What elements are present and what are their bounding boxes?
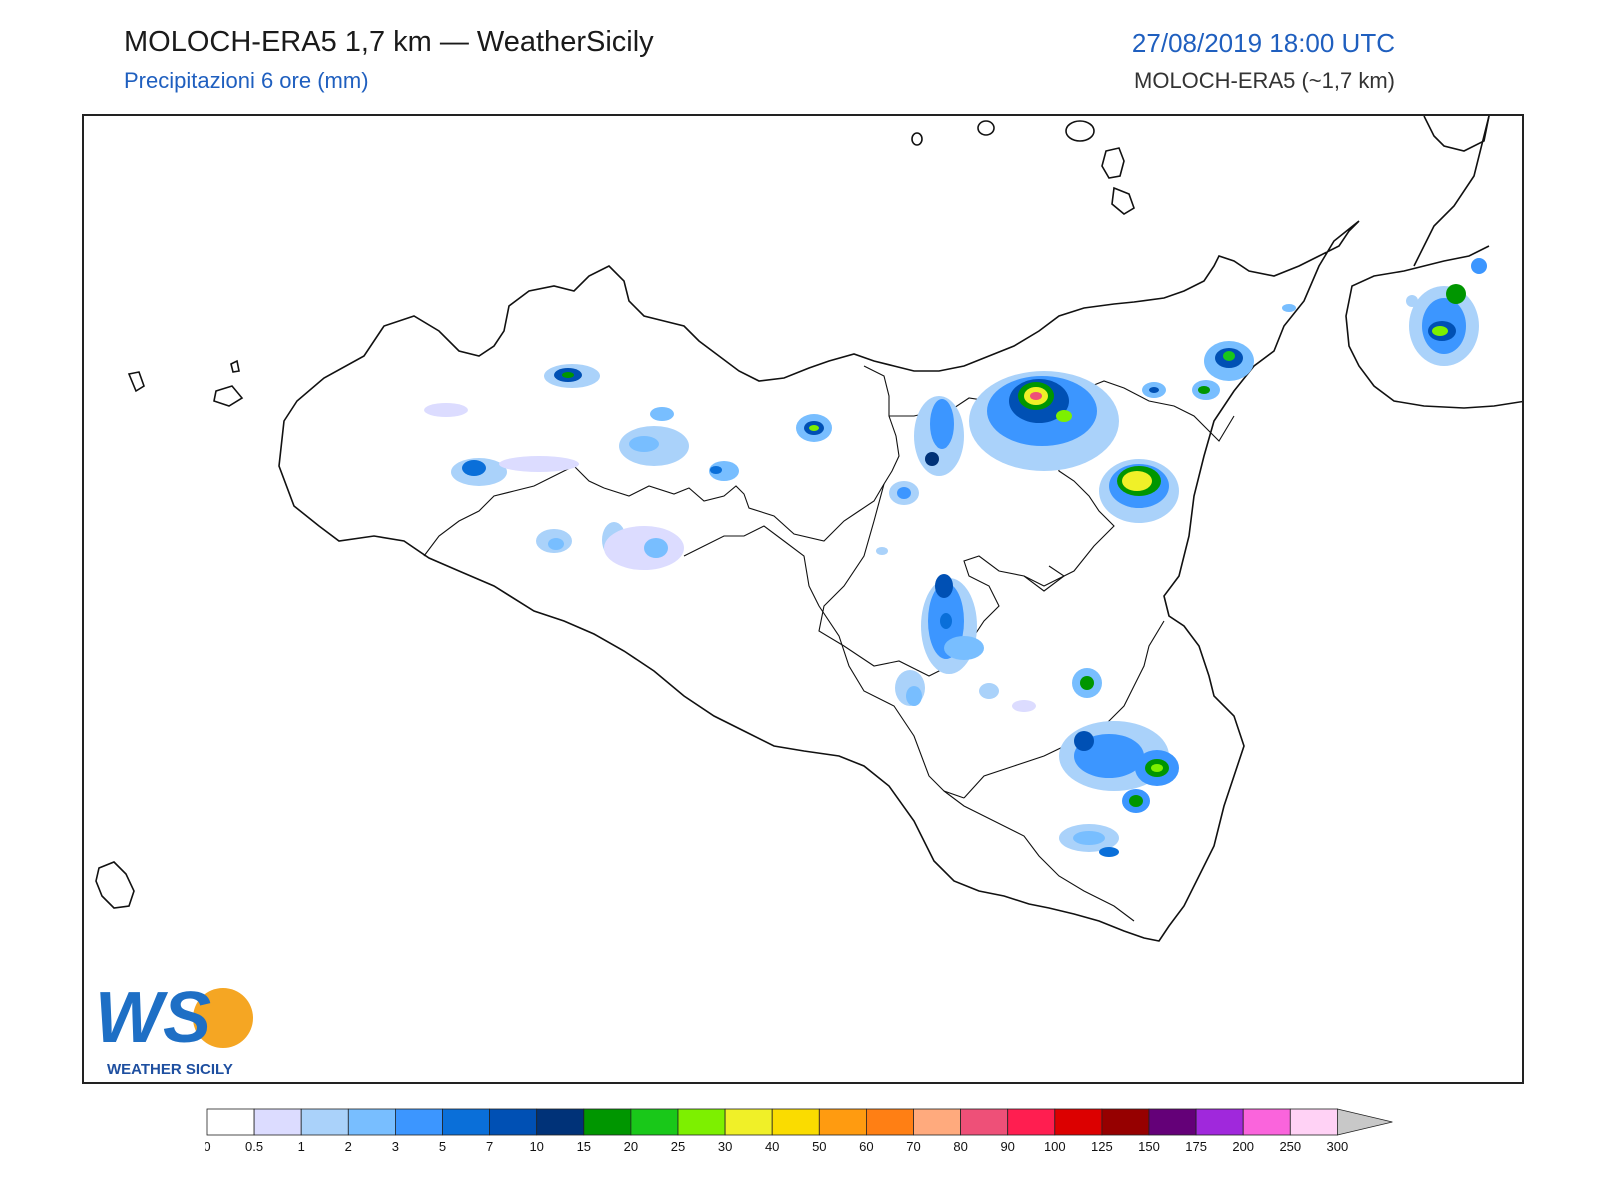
colorbar-swatch (394, 1108, 443, 1136)
colorbar-swatch (442, 1108, 490, 1136)
map-title: MOLOCH-ERA5 1,7 km — WeatherSicily (124, 26, 654, 58)
colorbar-tick-label: 70 (906, 1139, 920, 1154)
colorbar-swatch (253, 1108, 302, 1136)
colorbar-swatch (1007, 1108, 1056, 1136)
colorbar-tick-label: 15 (577, 1139, 591, 1154)
colorbar-swatch (630, 1108, 679, 1136)
colorbar-tick-label: 0.5 (245, 1139, 263, 1154)
colorbar-swatch (677, 1108, 726, 1136)
island-lipari (1101, 147, 1125, 179)
logo-caption: WEATHER SICILY (107, 1061, 233, 1078)
boundary-ragusa (943, 790, 1135, 922)
colorbar-swatch (1289, 1108, 1338, 1136)
logo-mark: WS WEATHER SICILY (95, 978, 253, 1078)
island-salina (1065, 120, 1095, 142)
colorbar-swatch (1148, 1108, 1197, 1136)
colorbar-tick-label: 150 (1138, 1139, 1160, 1154)
colorbar-swatch (866, 1108, 914, 1136)
precipitation-map[interactable] (82, 114, 1524, 1084)
precipitation-colorbar: 0 0.5 1 2 3 5 7 10 15 20 25 30 40 50 60 70 80 90 100 125 150… (203, 1106, 1401, 1161)
island-vulcano (1111, 186, 1135, 215)
colorbar-tick-label: 60 (859, 1139, 873, 1154)
precipitation-field (424, 258, 1487, 857)
island-alicudi (911, 132, 923, 146)
boundary-trapani-agrigento (423, 465, 605, 557)
boundary-palermo (603, 365, 900, 542)
colorbar-tick-label: 40 (765, 1139, 779, 1154)
island-levanzo (230, 359, 240, 373)
colorbar-tick-label: 20 (624, 1139, 638, 1154)
colorbar-svg: 0 0.5 1 2 3 5 7 10 15 20 25 30 40 50 60 70 80 90 100 125 150… (203, 1108, 1393, 1154)
colorbar-swatch (536, 1108, 585, 1136)
colorbar-swatch (771, 1108, 820, 1136)
map-subtitle: Precipitazioni 6 ore (mm) (124, 68, 369, 93)
sicily-coastline (278, 220, 1360, 942)
calabria-coastline (1345, 116, 1522, 409)
model-label: MOLOCH-ERA5 (~1,7 km) (1134, 68, 1395, 93)
colorbar-tick-label: 30 (718, 1139, 732, 1154)
colorbar-tick-label: 3 (392, 1139, 399, 1154)
island-favignana (213, 385, 244, 407)
colorbar-swatch (1195, 1108, 1244, 1136)
colorbar-tick-label: 200 (1232, 1139, 1254, 1154)
colorbar-tick-label: 300 (1327, 1139, 1349, 1154)
island-filicudi (977, 120, 995, 136)
colorbar-swatch (300, 1108, 349, 1136)
logo-sun (193, 988, 253, 1048)
colorbar-tick-label: 175 (1185, 1139, 1207, 1154)
colorbar-tick-label: 125 (1091, 1139, 1113, 1154)
colorbar-tick-label: 250 (1279, 1139, 1301, 1154)
colorbar-swatch (347, 1108, 396, 1136)
colorbar-tick-label: 80 (953, 1139, 967, 1154)
colorbar-swatch (583, 1108, 632, 1136)
colorbar-tick-label: 1 (298, 1139, 305, 1154)
island-pantelleria (95, 861, 135, 909)
colorbar-tick-label: 10 (529, 1139, 543, 1154)
colorbar-tick-label: 5 (439, 1139, 446, 1154)
map-canvas (95, 116, 1522, 942)
colorbar-tick-label: 0 (205, 1139, 211, 1154)
colorbar-swatch (1101, 1108, 1150, 1136)
colorbar-swatch (724, 1108, 773, 1136)
colorbar-swatch (818, 1108, 867, 1136)
colorbar-tick-label: 100 (1044, 1139, 1066, 1154)
colorbar-swatch (206, 1108, 255, 1136)
coastline (95, 116, 1522, 942)
colorbar-tick-label: 50 (812, 1139, 826, 1154)
colorbar-swatch (1242, 1108, 1291, 1136)
colorbar-tick-label: 25 (671, 1139, 685, 1154)
colorbar-tick-label: 7 (486, 1139, 493, 1154)
colorbar-extend-arrow (1337, 1108, 1393, 1136)
logo-letters: WS (95, 980, 211, 1058)
boundary-caltanissetta (683, 525, 965, 799)
weathersicily-logo: WS WEATHER SICILY (95, 978, 255, 1080)
colorbar-swatch (489, 1108, 538, 1136)
colorbar-tick-label: 90 (1000, 1139, 1014, 1154)
island-marettimo (127, 371, 145, 393)
valid-datetime: 27/08/2019 18:00 UTC (1131, 28, 1395, 58)
colorbar-swatch (1054, 1108, 1103, 1136)
colorbar-swatch (913, 1108, 961, 1136)
colorbar-tick-label: 2 (345, 1139, 352, 1154)
colorbar-swatch (960, 1108, 1009, 1136)
